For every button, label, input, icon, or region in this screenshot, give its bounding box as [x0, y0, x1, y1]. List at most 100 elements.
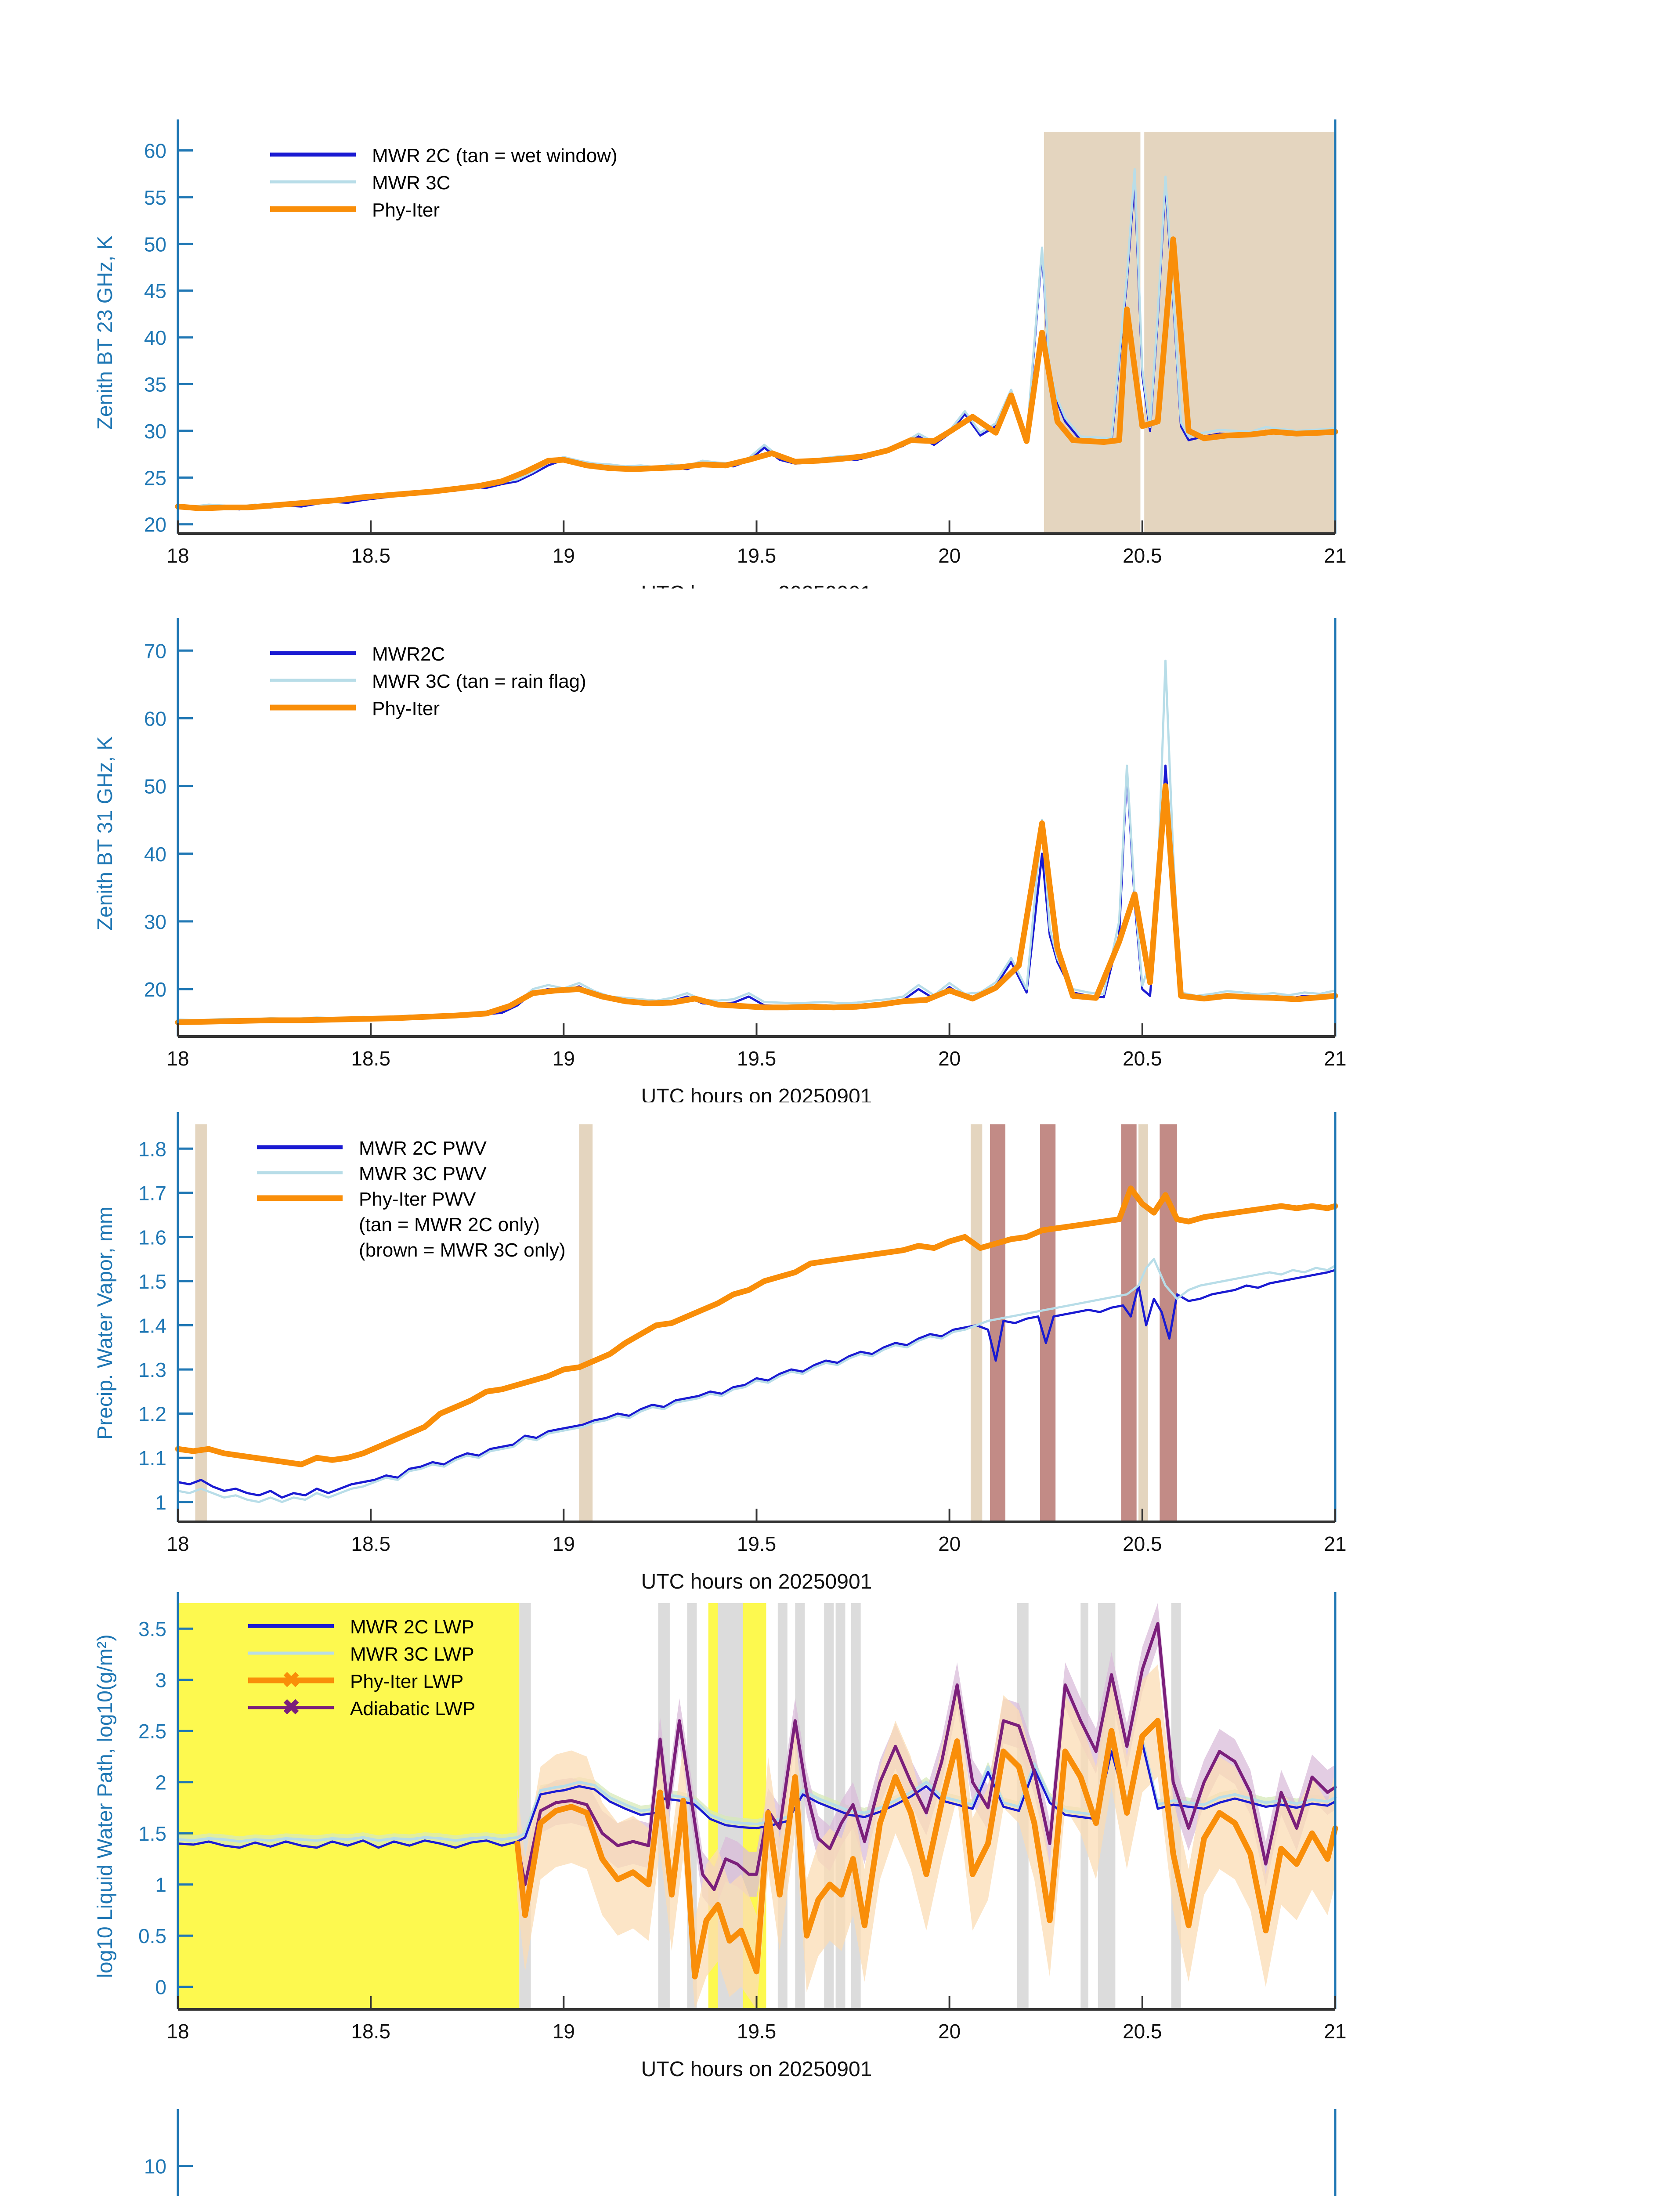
shaded-band: [1040, 1124, 1056, 1522]
x-tick-label: 20.5: [1123, 2020, 1162, 2043]
x-tick-label: 21: [1324, 2020, 1346, 2043]
y-tick-label: 60: [144, 707, 166, 730]
y-axis-label: Precip. Water Vapor, mm: [94, 1206, 117, 1440]
y-tick-label: 25: [144, 466, 166, 489]
y-tick-label: 2: [155, 1771, 166, 1794]
legend-label: MWR 3C: [372, 172, 450, 194]
y-tick-label: 1: [155, 1491, 166, 1514]
legend-marker-icon: ✖: [282, 1668, 301, 1693]
y-tick-label: 1: [155, 1874, 166, 1896]
y-tick-label: 0.5: [138, 1925, 166, 1947]
legend-sublabel: (brown = MWR 3C only): [359, 1239, 566, 1261]
panel3-chart: 1 1.1 1.2 1.3 1.4 1.5 1.6 1.7 1.8 18 18.5 19 19.5 20 2…: [94, 1112, 1347, 1592]
y-tick-label: 40: [144, 843, 166, 866]
y-tick-label: 50: [144, 233, 166, 256]
panel3-panel: 1 1.1 1.2 1.3 1.4 1.5 1.6 1.7 1.8 18 18.5 19 19.5 20 2…: [0, 1102, 1680, 1592]
y-tick-label: 60: [144, 140, 166, 163]
y-tick-label: 3.5: [138, 1618, 166, 1640]
x-tick-label: 19: [553, 1532, 575, 1555]
series-line: [516, 1622, 1337, 1891]
y-tick-label: 30: [144, 910, 166, 933]
panel2-panel: 20 30 40 50 60 70 18 18.5 19 19.5 20 20.5 21 Zenith B…: [0, 589, 1680, 1102]
shaded-band: [1144, 132, 1335, 534]
y-tick-label: 1.8: [138, 1138, 166, 1160]
shaded-band: [1121, 1124, 1137, 1522]
series-line: [175, 1185, 1338, 1467]
legend-sublabel: (tan = MWR 2C only): [359, 1214, 540, 1235]
y-tick-label: 1.7: [138, 1182, 166, 1205]
legend-label: MWR 2C (tan = wet window): [372, 145, 618, 166]
x-tick-label: 20: [938, 544, 961, 567]
y-tick-label: 3: [155, 1669, 166, 1692]
x-tick-label: 18.5: [351, 544, 390, 567]
legend-label: MWR 3C PWV: [359, 1163, 487, 1185]
legend-label: MWR 3C (tan = rain flag): [372, 671, 586, 692]
y-tick-label: 45: [144, 280, 166, 303]
y-tick-label: 20: [144, 513, 166, 536]
x-tick-label: 19.5: [737, 1532, 777, 1555]
y-axis-label: Zenith BT 23 GHz, K: [94, 236, 117, 430]
x-tick-label: 19: [553, 544, 575, 567]
y-axis-label: log10 Liquid Water Path, log10(g/m²): [94, 1634, 117, 1978]
y-tick-label: 35: [144, 373, 166, 396]
legend-label: MWR 2C LWP: [350, 1616, 474, 1638]
x-tick-label: 21: [1324, 1532, 1346, 1555]
y-tick-label: 20: [144, 978, 166, 1001]
y-tick-label: 10: [144, 2155, 166, 2178]
x-tick-label: 18.5: [351, 1047, 390, 1070]
panel4-chart: 0 0.5 1 1.5 2 2.5 3 3.5 18 18.5 19 19.5 20 20.5 21 log1…: [94, 1592, 1347, 2081]
x-tick-label: 18.5: [351, 2020, 390, 2043]
panel1-chart: 20 25 30 35 40 45 50 55 60 18 18.5 19 19.5 20 20.5 21 Ze…: [94, 119, 1347, 589]
y-tick-label: 1.5: [138, 1270, 166, 1293]
legend-label: Adiabatic LWP: [350, 1698, 475, 1719]
x-axis-label: UTC hours on 20250901: [641, 1085, 872, 1102]
y-tick-label: 1.6: [138, 1226, 166, 1249]
x-tick-label: 20: [938, 1047, 961, 1070]
shaded-band: [178, 1603, 520, 2009]
x-tick-label: 20: [938, 2020, 961, 2043]
y-tick-label: 40: [144, 326, 166, 349]
shaded-band: [1138, 1124, 1149, 1522]
legend-label: MWR2C: [372, 643, 445, 665]
series-line: [177, 1258, 1337, 1503]
x-tick-label: 20.5: [1123, 544, 1162, 567]
shaded-band: [195, 1124, 207, 1522]
y-tick-label: 1.5: [138, 1822, 166, 1845]
panel1-panel: 20 25 30 35 40 45 50 55 60 18 18.5 19 19.5 20 20.5 21 Ze…: [0, 0, 1680, 589]
x-tick-label: 21: [1324, 1047, 1346, 1070]
x-tick-label: 19.5: [737, 544, 777, 567]
uncertainty-band: [517, 1664, 1335, 2009]
x-tick-label: 21: [1324, 544, 1346, 567]
x-axis-label: UTC hours on 20250901: [641, 582, 872, 589]
x-tick-label: 20.5: [1123, 1047, 1162, 1070]
x-tick-label: 19: [553, 1047, 575, 1070]
y-tick-label: 50: [144, 775, 166, 798]
panel4-panel: 0 0.5 1 1.5 2 2.5 3 3.5 18 18.5 19 19.5 20 20.5 21 log1…: [0, 1592, 1680, 2106]
y-tick-label: 30: [144, 420, 166, 443]
series-line: [175, 783, 1338, 1026]
x-tick-label: 20.5: [1123, 1532, 1162, 1555]
y-tick-label: 1.1: [138, 1447, 166, 1470]
legend-marker-icon: ✖: [282, 1695, 301, 1720]
y-axis-label: Zenith BT 31 GHz, K: [94, 737, 117, 931]
y-tick-label: 55: [144, 186, 166, 209]
series-line: [514, 1718, 1338, 1979]
x-tick-label: 18: [166, 2020, 189, 2043]
y-tick-label: 2.5: [138, 1720, 166, 1743]
y-tick-label: 1.4: [138, 1315, 166, 1337]
x-tick-label: 19: [553, 2020, 575, 2043]
x-tick-label: 18: [166, 544, 189, 567]
x-axis-label: UTC hours on 20250901: [641, 1570, 872, 1592]
shaded-band: [579, 1124, 593, 1522]
x-tick-label: 20: [938, 1532, 961, 1555]
y-tick-label: 70: [144, 639, 166, 662]
legend-label: Phy-Iter LWP: [350, 1671, 463, 1692]
panel2-chart: 20 30 40 50 60 70 18 18.5 19 19.5 20 20.5 21 Zenith B…: [94, 618, 1347, 1102]
series-line: [175, 236, 1338, 511]
series-line: [177, 1269, 1337, 1499]
x-tick-label: 18: [166, 1532, 189, 1555]
x-tick-label: 18: [166, 1047, 189, 1070]
